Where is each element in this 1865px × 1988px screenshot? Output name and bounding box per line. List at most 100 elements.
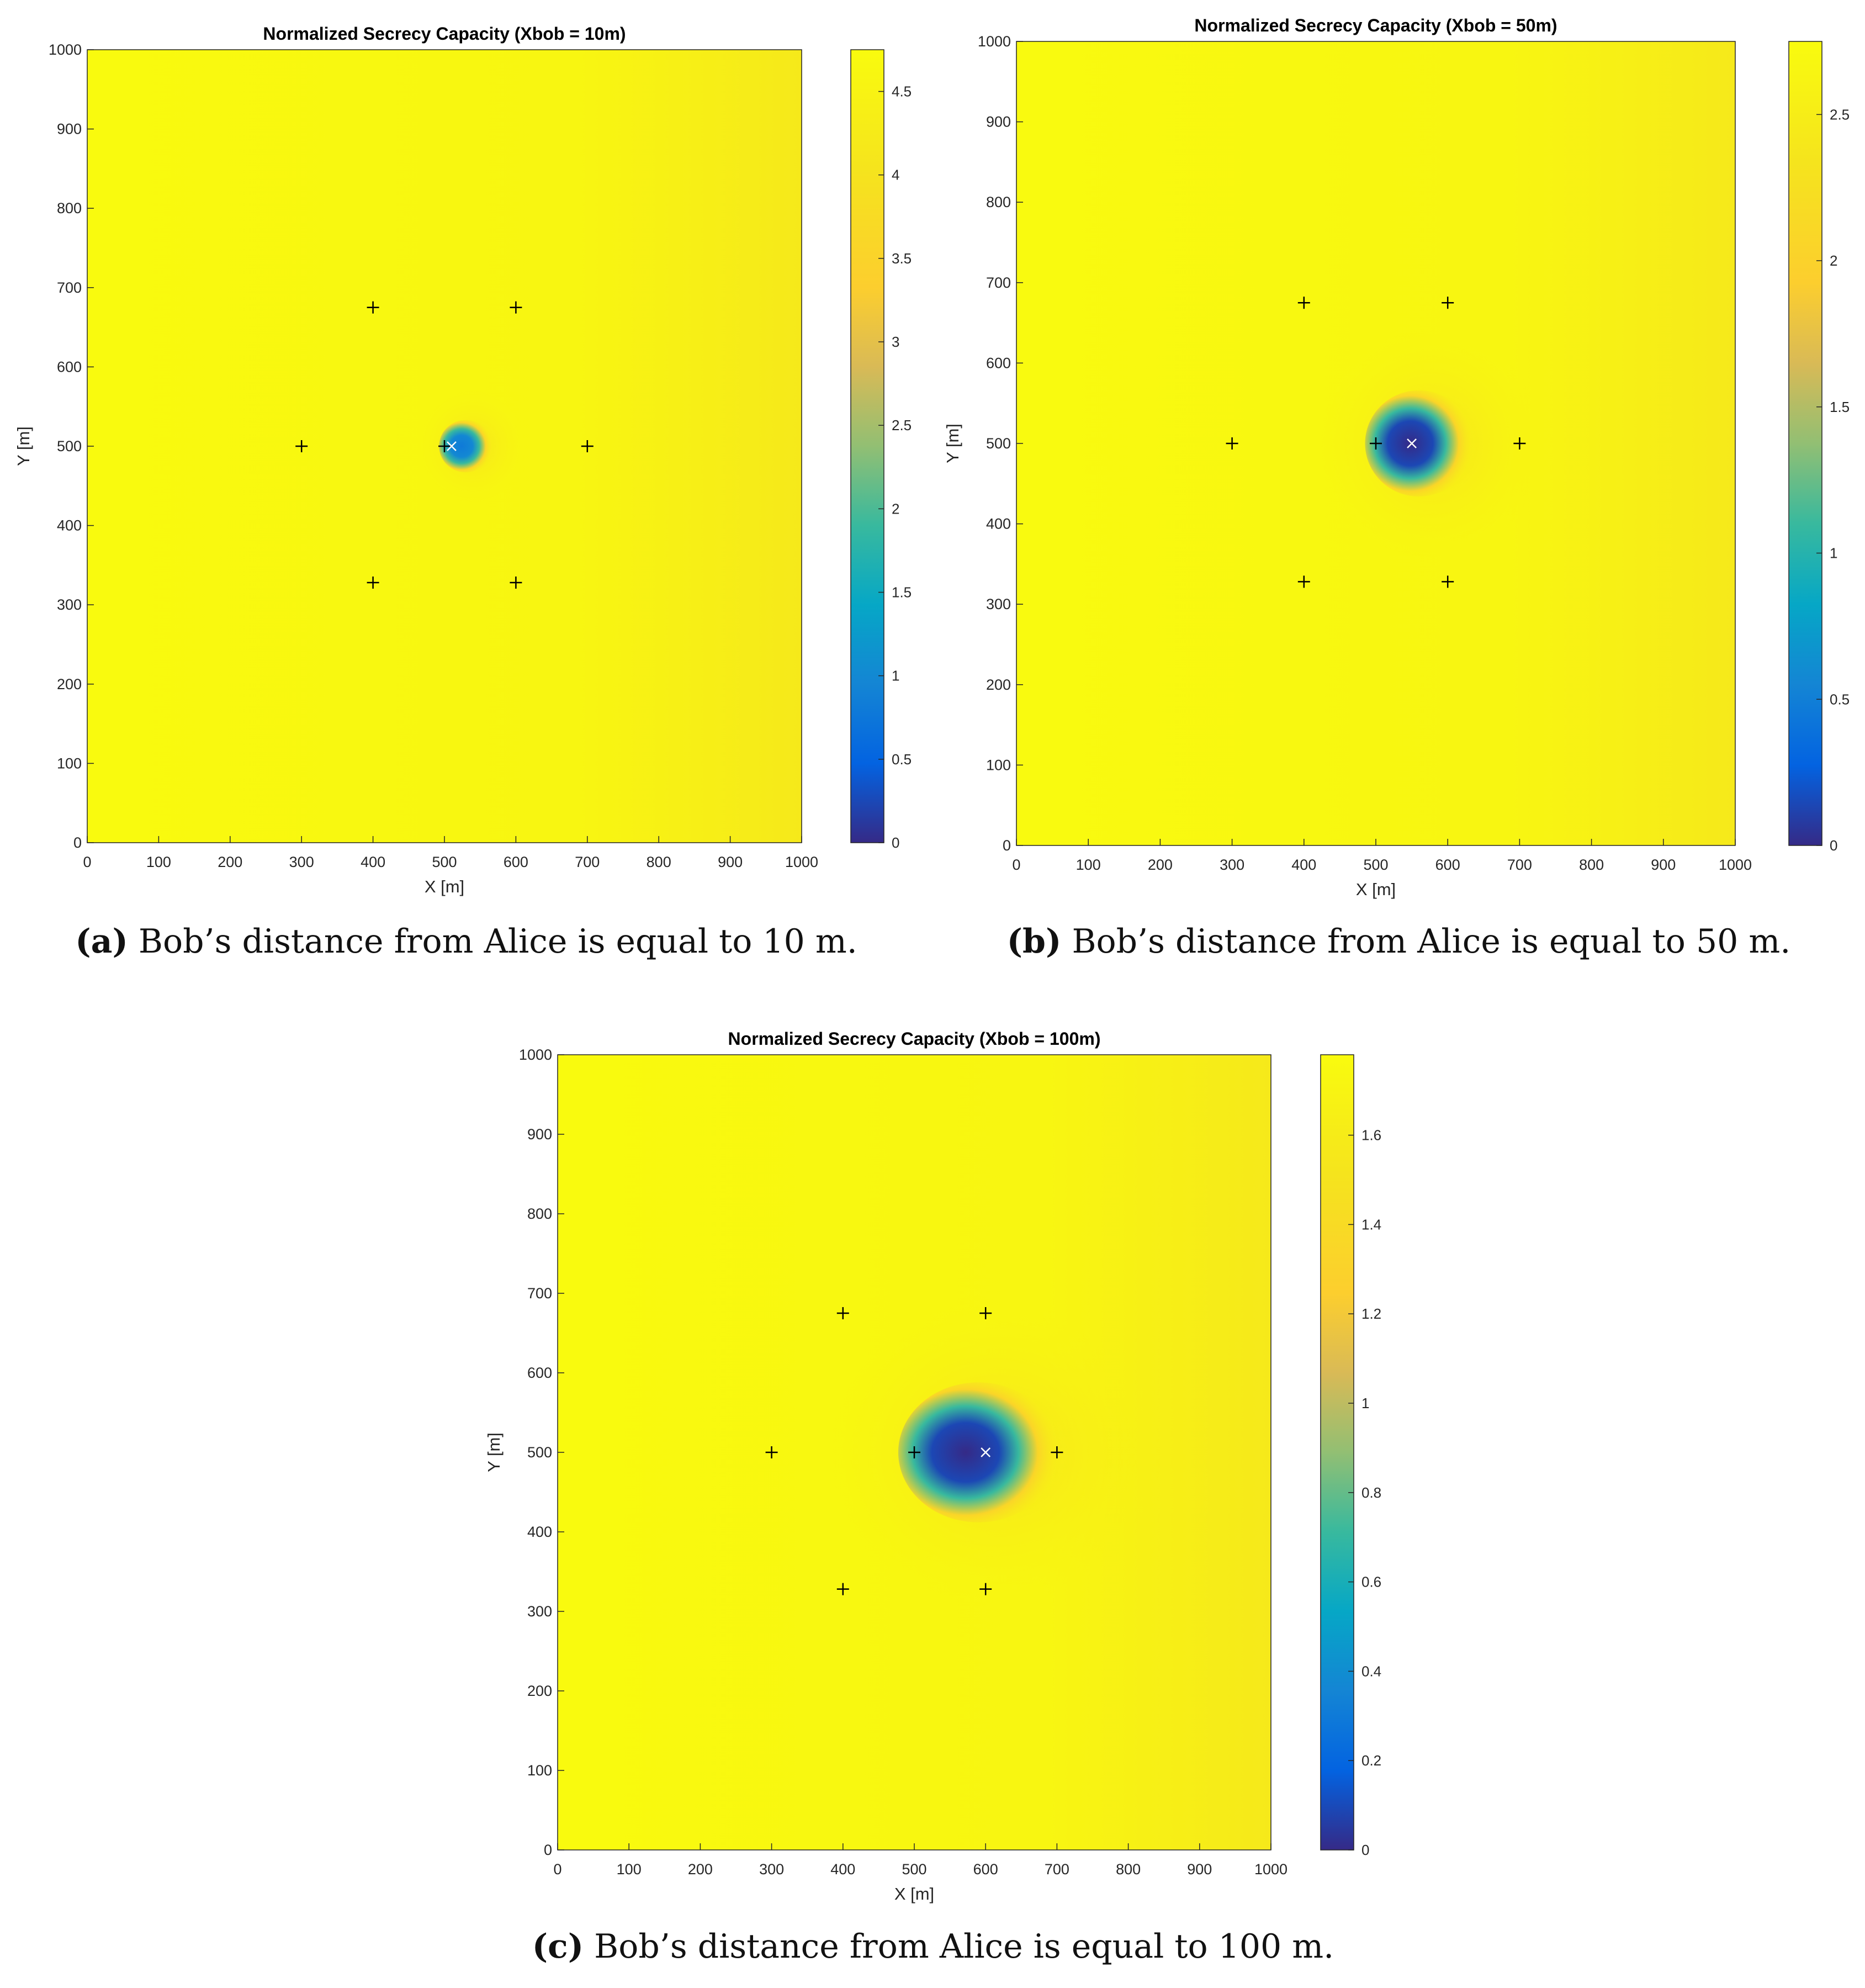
y-tick-label: 600 bbox=[57, 358, 82, 375]
caption-c-letter: (c) bbox=[532, 1927, 584, 1966]
eavesdropper-marker bbox=[1442, 297, 1454, 309]
x-tick-label: 400 bbox=[830, 1861, 855, 1878]
x-axis-label: X [m] bbox=[425, 877, 464, 896]
y-tick-label: 300 bbox=[986, 596, 1011, 612]
eavesdropper-marker bbox=[1513, 437, 1526, 450]
caption-a-text: Bob’s distance from Alice is equal to 10… bbox=[128, 922, 857, 961]
caption-b-text: Bob’s distance from Alice is equal to 50… bbox=[1061, 922, 1791, 961]
colorbar-tick-label: 1 bbox=[892, 668, 899, 684]
x-tick-label: 500 bbox=[432, 854, 457, 870]
y-tick-label: 300 bbox=[527, 1603, 552, 1620]
y-tick-label: 900 bbox=[57, 121, 82, 138]
x-tick-label: 800 bbox=[1116, 1861, 1141, 1878]
x-axis-label: X [m] bbox=[1356, 880, 1396, 899]
bob-marker bbox=[447, 441, 457, 451]
eavesdropper-marker bbox=[1442, 575, 1454, 588]
colorbar-tick-label: 0.8 bbox=[1361, 1484, 1381, 1501]
bob-marker bbox=[981, 1447, 991, 1457]
heatmap-low-region bbox=[439, 420, 493, 473]
x-tick-label: 200 bbox=[218, 854, 242, 870]
x-tick-label: 0 bbox=[553, 1861, 561, 1878]
eavesdropper-marker bbox=[367, 576, 379, 589]
x-tick-label: 500 bbox=[902, 1861, 926, 1878]
y-axis-label: Y [m] bbox=[14, 426, 33, 466]
x-tick-label: 500 bbox=[1363, 856, 1388, 873]
colorbar-tick-label: 2.5 bbox=[892, 417, 912, 433]
x-tick-label: 700 bbox=[1507, 856, 1532, 873]
colorbar-tick-label: 4.5 bbox=[892, 83, 912, 100]
colorbar-tick-label: 1.5 bbox=[1830, 399, 1850, 415]
chart-title: Normalized Secrecy Capacity (Xbob = 10m) bbox=[263, 24, 626, 44]
y-tick-label: 100 bbox=[986, 757, 1011, 773]
y-tick-label: 700 bbox=[57, 279, 82, 296]
caption-c: (c) Bob’s distance from Alice is equal t… bbox=[464, 1927, 1402, 1966]
y-tick-label: 400 bbox=[57, 517, 82, 534]
y-tick-label: 400 bbox=[527, 1524, 552, 1540]
colorbar-tick-label: 0.4 bbox=[1361, 1663, 1381, 1679]
x-axis-label: X [m] bbox=[894, 1884, 934, 1904]
colorbar-tick-label: 1.6 bbox=[1361, 1127, 1381, 1144]
eavesdropper-marker bbox=[510, 576, 522, 589]
colorbar-tick-label: 2.5 bbox=[1830, 106, 1850, 123]
y-axis-label: Y [m] bbox=[484, 1432, 504, 1472]
y-tick-label: 700 bbox=[527, 1285, 552, 1302]
eavesdropper-marker bbox=[836, 1583, 849, 1595]
panel-c: 0 100 200 300 400 500 600 700 800 900 1000 0 100 200 3… bbox=[464, 1011, 1402, 1988]
x-tick-label: 0 bbox=[1012, 856, 1020, 873]
panel-a: 0 100 200 300 400 500 600 700 800 900 1000 0 100 200 3… bbox=[0, 0, 932, 983]
y-tick-label: 200 bbox=[57, 676, 82, 692]
x-tick-label: 600 bbox=[1435, 856, 1460, 873]
x-tick-label: 100 bbox=[617, 1861, 642, 1878]
alice-marker bbox=[908, 1446, 920, 1458]
x-tick-label: 1000 bbox=[785, 854, 818, 870]
colorbar-tick-label: 1.4 bbox=[1361, 1216, 1381, 1233]
y-tick-label: 100 bbox=[57, 755, 82, 771]
y-tick-label: 200 bbox=[986, 676, 1011, 693]
y-tick-label: 0 bbox=[1003, 837, 1011, 854]
alice-marker bbox=[1370, 437, 1382, 450]
x-tick-label: 900 bbox=[1187, 1861, 1212, 1878]
y-tick-label: 400 bbox=[986, 516, 1011, 532]
eavesdropper-marker bbox=[979, 1307, 992, 1319]
colorbar-tick-label: 3 bbox=[892, 334, 899, 350]
y-tick-label: 300 bbox=[57, 596, 82, 613]
x-tick-label: 200 bbox=[688, 1861, 713, 1878]
y-tick-label: 500 bbox=[986, 435, 1011, 452]
chart-title: Normalized Secrecy Capacity (Xbob = 50m) bbox=[1194, 15, 1557, 35]
x-tick-label: 300 bbox=[289, 854, 314, 870]
colorbar-tick-label: 3.5 bbox=[892, 250, 912, 267]
colorbar-tick-label: 1 bbox=[1830, 545, 1837, 562]
y-axis-label: Y [m] bbox=[943, 424, 962, 463]
x-tick-label: 0 bbox=[83, 854, 91, 870]
caption-a: (a) Bob’s distance from Alice is equal t… bbox=[0, 922, 932, 961]
heatmap-chart-b: 0 100 200 300 400 500 600 700 800 900 1000 0 100 200 3… bbox=[943, 15, 1850, 899]
x-tick-label: 300 bbox=[1220, 856, 1244, 873]
y-tick-label: 900 bbox=[986, 114, 1011, 130]
colorbar-tick-label: 0 bbox=[1830, 837, 1837, 854]
x-tick-label: 900 bbox=[718, 854, 743, 870]
eavesdropper-marker bbox=[979, 1583, 992, 1595]
x-tick-label: 100 bbox=[1076, 856, 1101, 873]
x-tick-label: 400 bbox=[361, 854, 385, 870]
heatmap-chart-a: 0 100 200 300 400 500 600 700 800 900 1000 0 100 200 3… bbox=[14, 24, 912, 896]
eavesdropper-marker bbox=[1051, 1446, 1063, 1458]
x-tick-label: 900 bbox=[1651, 856, 1676, 873]
colorbar bbox=[1320, 1054, 1354, 1850]
bob-marker bbox=[1407, 438, 1417, 448]
y-tick-label: 600 bbox=[527, 1365, 552, 1381]
caption-b-letter: (b) bbox=[1006, 922, 1062, 961]
x-tick-label: 700 bbox=[1045, 1861, 1069, 1878]
y-tick-label: 1000 bbox=[49, 41, 82, 58]
heatmap-low-region bbox=[1365, 390, 1473, 497]
colorbar-tick-label: 4 bbox=[892, 167, 899, 183]
colorbar-tick-label: 0.2 bbox=[1361, 1752, 1381, 1769]
y-tick-label: 600 bbox=[986, 355, 1011, 371]
eavesdropper-marker bbox=[836, 1307, 849, 1319]
caption-a-letter: (a) bbox=[75, 922, 128, 961]
x-tick-label: 1000 bbox=[1719, 856, 1752, 873]
panel-b: 0 100 200 300 400 500 600 700 800 900 1000 0 100 200 3… bbox=[932, 0, 1865, 983]
eavesdropper-marker bbox=[367, 301, 379, 314]
colorbar-tick-label: 2 bbox=[1830, 252, 1837, 269]
y-tick-label: 200 bbox=[527, 1683, 552, 1699]
x-tick-label: 600 bbox=[973, 1861, 998, 1878]
